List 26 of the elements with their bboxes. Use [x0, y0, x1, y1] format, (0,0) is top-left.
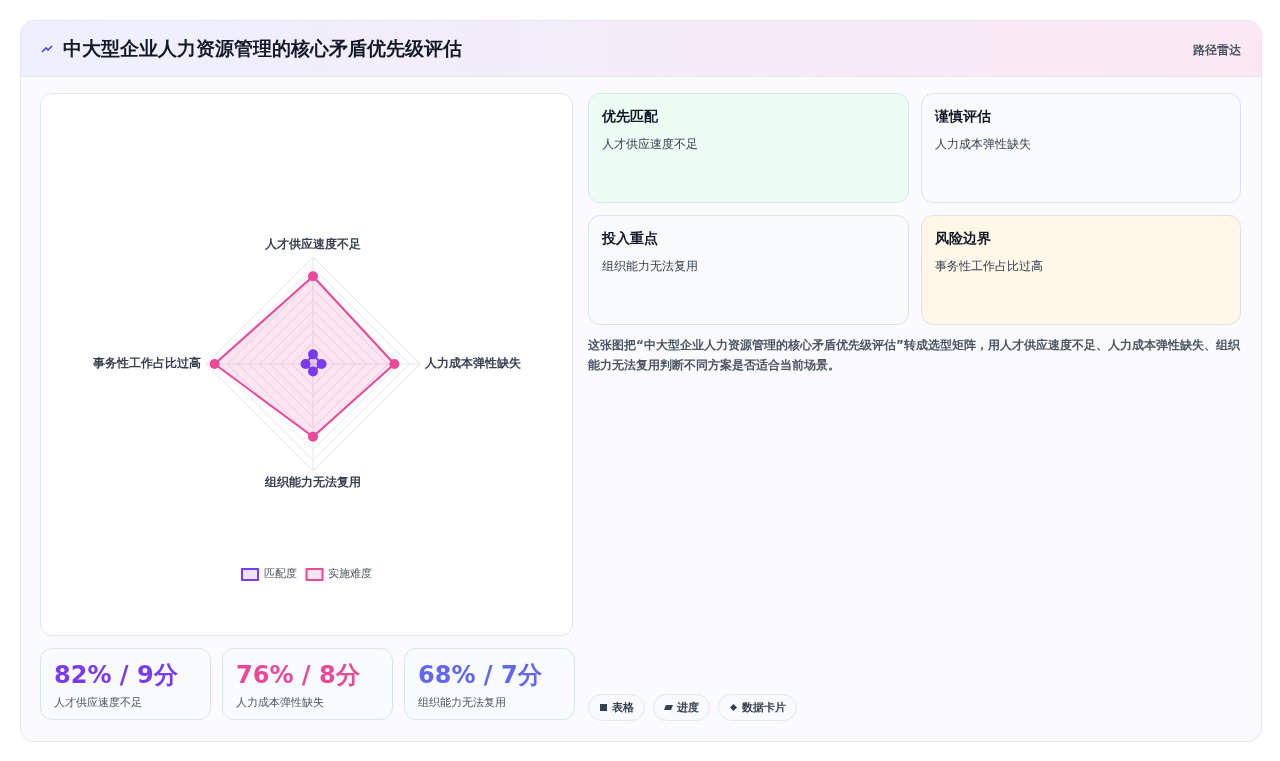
- spoke-label: 人才供应速度不足: [263, 236, 361, 251]
- text: 路径雷达: [1193, 42, 1241, 59]
- text: 事务性工作占比过高: [934, 259, 1043, 273]
- text: 人才供应速度不足: [602, 137, 698, 151]
- text: 人力成本弹性缺失: [934, 137, 1031, 151]
- category-label: 投入重点: [602, 230, 659, 248]
- spoke-label: 组织能力无法复用: [263, 474, 361, 489]
- text: 76% / 8分: [236, 661, 360, 689]
- category-label: 风险边界: [934, 230, 992, 248]
- text: 组织能力无法复用: [602, 259, 698, 273]
- category-label: 优先匹配: [602, 108, 659, 126]
- text: 这张图把“中大型企业人力资源管理的核心矛盾优先级评估”转成选型矩阵，用人才供应速度不足、人力成本弹性缺失、组织能力无法复用判断不同方案是否适合当前场景。: [588, 337, 1241, 374]
- text: 68% / 7分: [418, 661, 542, 689]
- category-label: 组织能力无法复用: [418, 695, 507, 710]
- spoke-label: 人力成本弹性缺失: [423, 355, 522, 370]
- legend-label: 匹配度: [263, 566, 296, 580]
- category-label: 人才供应速度不足: [54, 695, 143, 710]
- text: 进度: [677, 700, 699, 715]
- spoke-label: 事务性工作占比过高: [91, 355, 201, 370]
- category-label: 人力成本弹性缺失: [236, 695, 325, 710]
- text: 数据卡片: [742, 700, 786, 715]
- text: 82% / 9分: [54, 661, 178, 689]
- chart-title: 中大型企业人力资源管理的核心矛盾优先级评估: [63, 35, 462, 61]
- text: 表格: [612, 700, 634, 715]
- legend-label: 实施难度: [327, 566, 372, 580]
- category-label: 谨慎评估: [934, 108, 992, 126]
